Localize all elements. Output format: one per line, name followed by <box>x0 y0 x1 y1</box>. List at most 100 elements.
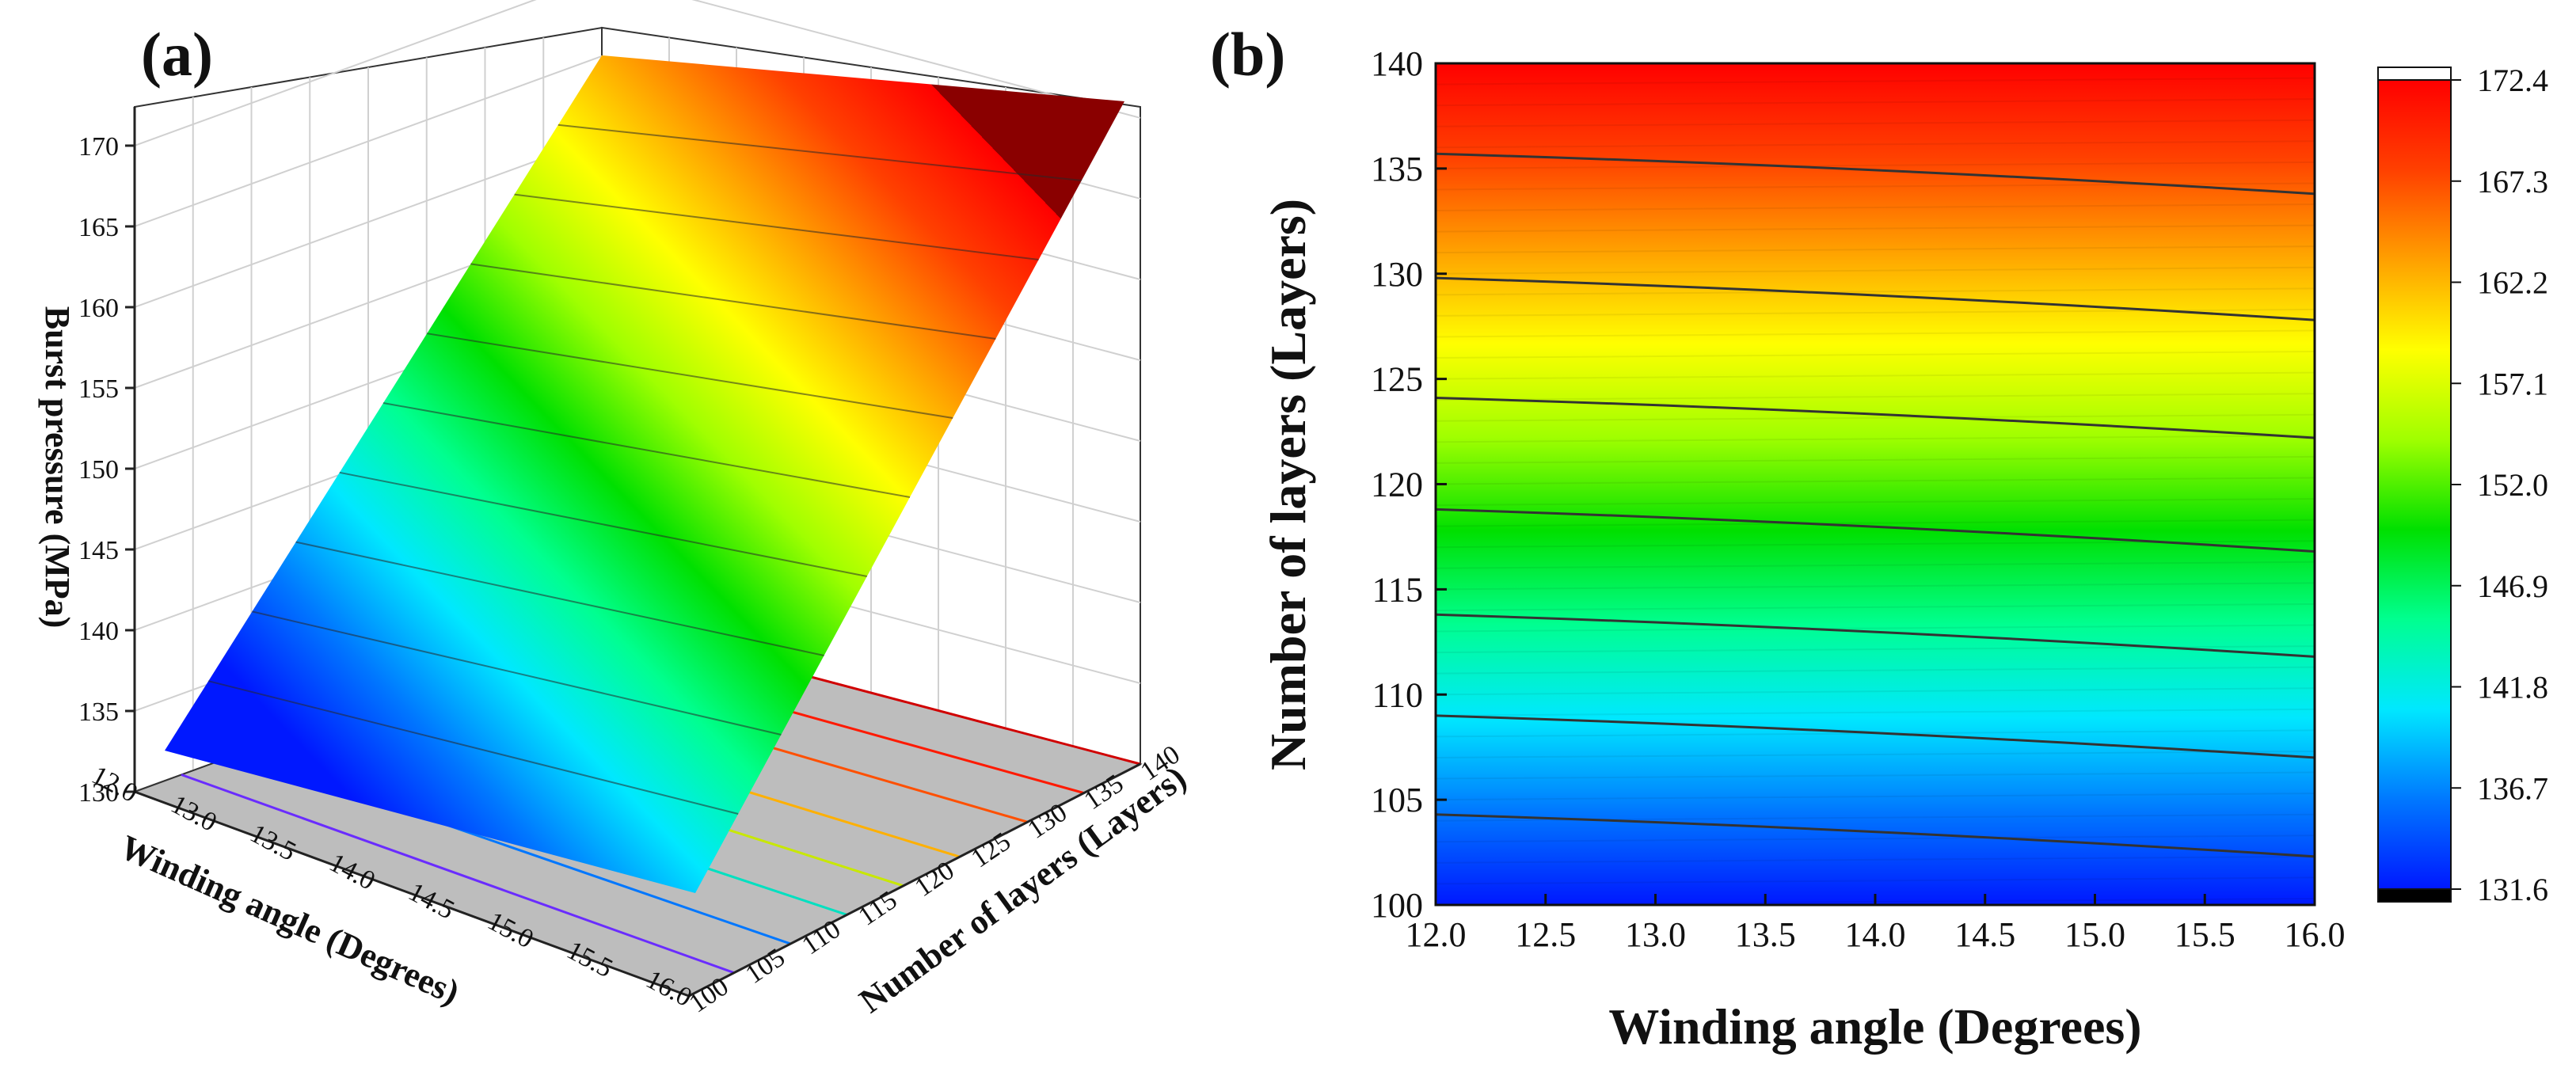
contour-lines <box>1435 152 2315 858</box>
contour-band-edge <box>1435 876 2315 885</box>
z-axis-ticks: 130 135 140 145 150 155 160 165 170 <box>78 132 135 808</box>
z-tick-label: 145 <box>78 536 119 565</box>
z-tick-label: 150 <box>78 455 119 485</box>
x-axis-title: Winding angle (Degrees) <box>1608 998 2141 1055</box>
x-tick-label: 13.0 <box>1625 915 1686 954</box>
z-tick-label: 135 <box>78 698 119 727</box>
contour-band-edge <box>1435 519 2315 527</box>
contour-band-edge <box>1435 266 2315 275</box>
response-surface <box>165 55 1124 893</box>
colorbar-under <box>2377 888 2452 903</box>
contour-band-edge <box>1435 834 2315 843</box>
y-tick-label: 125 <box>1371 360 1423 399</box>
contour-band-edge <box>1435 413 2315 422</box>
contour-band-edge <box>1435 624 2315 633</box>
surface-contour-line <box>339 471 867 577</box>
colorbar-tick-label: 157.1 <box>2477 366 2548 401</box>
colorbar-ticks: 131.6 136.7 141.8 146.9 152.0 157.1 162.2 167.3… <box>2451 63 2548 907</box>
contour-band-edge <box>1435 771 2315 780</box>
contour-band-edge <box>1435 561 2315 569</box>
panel-b-contour-plot: (b) 12.0 12.5 13.0 13.5 14.0 14.5 15.0 15.5 16.0… <box>1210 20 2548 1055</box>
contour-band-edge <box>1435 603 2315 611</box>
contour-band-edge <box>1435 351 2315 359</box>
contour-band-edge <box>1435 98 2315 107</box>
z-tick-label: 155 <box>78 374 119 404</box>
contour-line-1 <box>1435 813 2315 858</box>
contour-field <box>1436 63 2315 905</box>
contour-band-edge <box>1435 245 2315 254</box>
surface-contour-line <box>295 541 824 656</box>
x-tick-label: 15.0 <box>2064 915 2125 954</box>
z-tick-label: 130 <box>78 778 119 808</box>
y-tick-label: 140 <box>1371 44 1423 83</box>
surface-contour-line <box>514 193 1039 260</box>
contour-band-edge <box>1435 329 2315 338</box>
y-axis-ticks: 100 105 110 115 120 125 130 135 140 <box>1371 44 1447 925</box>
colorbar-tick-label: 152.0 <box>2477 467 2548 503</box>
y-tick-label: 115 <box>1372 570 1423 609</box>
x-tick-label: 15.5 <box>2175 915 2235 954</box>
x-axis-ticks: 12.0 12.5 13.0 13.5 14.0 14.5 15.0 15.5 16.0 <box>1406 894 2346 954</box>
contour-line-6 <box>1435 276 2315 321</box>
floor-contour-line <box>181 774 735 975</box>
contour-band-edge <box>1435 455 2315 464</box>
contour-band-edge <box>1435 287 2315 296</box>
wall-gridline <box>134 0 1141 146</box>
contour-band-edge <box>1435 224 2315 233</box>
x-tick-label: 14.0 <box>1845 915 1906 954</box>
surface-contour-line <box>252 610 782 736</box>
x-tick-label: 12.0 <box>1406 915 1467 954</box>
contour-line-2 <box>1435 714 2315 759</box>
surface-contour-lines <box>207 124 1082 815</box>
contour-band-edge <box>1435 498 2315 507</box>
z-tick-label: 165 <box>78 213 119 242</box>
colorbar-tick-label: 162.2 <box>2477 265 2548 301</box>
contour-band-edge <box>1435 582 2315 591</box>
x-axis-line <box>134 790 690 998</box>
x-tick-label: 16.0 <box>2285 915 2346 954</box>
x-tick-label: 13.5 <box>1735 915 1796 954</box>
contour-band-edge <box>1435 477 2315 485</box>
contour-band-edge <box>1435 371 2315 380</box>
contour-band-edge <box>1435 119 2315 127</box>
colorbar-tick-label: 146.9 <box>2477 568 2548 604</box>
contour-line-4 <box>1435 507 2315 553</box>
surface-contour-line <box>382 402 911 498</box>
y-axis-line <box>688 762 1141 998</box>
colorbar <box>2377 79 2452 890</box>
surface-contour-line <box>557 124 1082 181</box>
contour-band-edge <box>1435 855 2315 864</box>
panel-a-label: (a) <box>141 20 213 89</box>
colorbar-tick-label: 167.3 <box>2477 164 2548 200</box>
y-tick-label: 135 <box>1371 150 1423 188</box>
colorbar-tick-label: 131.6 <box>2477 872 2548 907</box>
contour-band-edge <box>1435 140 2315 149</box>
colorbar-over <box>2377 67 2452 81</box>
contour-band-edge <box>1435 708 2315 717</box>
panel-b-label: (b) <box>1210 20 1285 89</box>
y-tick-label: 130 <box>1371 255 1423 294</box>
colorbar-tick-label: 172.4 <box>2477 63 2548 98</box>
contour-band-edge <box>1435 666 2315 675</box>
contour-line-5 <box>1435 397 2315 439</box>
contour-band-edge <box>1435 161 2315 169</box>
contour-band-edge <box>1435 77 2315 86</box>
z-axis-title: Burst pressure (MPa) <box>38 306 77 629</box>
x-tick-label: 14.5 <box>1954 915 2015 954</box>
contour-band-edge <box>1435 793 2315 801</box>
colorbar-tick-label: 136.7 <box>2477 770 2548 806</box>
contour-line-7 <box>1435 152 2315 196</box>
y-tick-label: 110 <box>1372 675 1423 714</box>
z-tick-label: 170 <box>78 132 119 162</box>
z-tick-label: 160 <box>78 294 119 323</box>
contour-band-edge <box>1435 393 2315 401</box>
z-tick-label: 140 <box>78 617 119 646</box>
contour-band-edge <box>1435 435 2315 443</box>
surface-contour-line <box>207 680 739 815</box>
x-tick-label: 12.5 <box>1515 915 1576 954</box>
contour-band-edge <box>1435 750 2315 758</box>
y-tick-label: 105 <box>1371 781 1423 819</box>
contour-band-edge <box>1435 687 2315 696</box>
